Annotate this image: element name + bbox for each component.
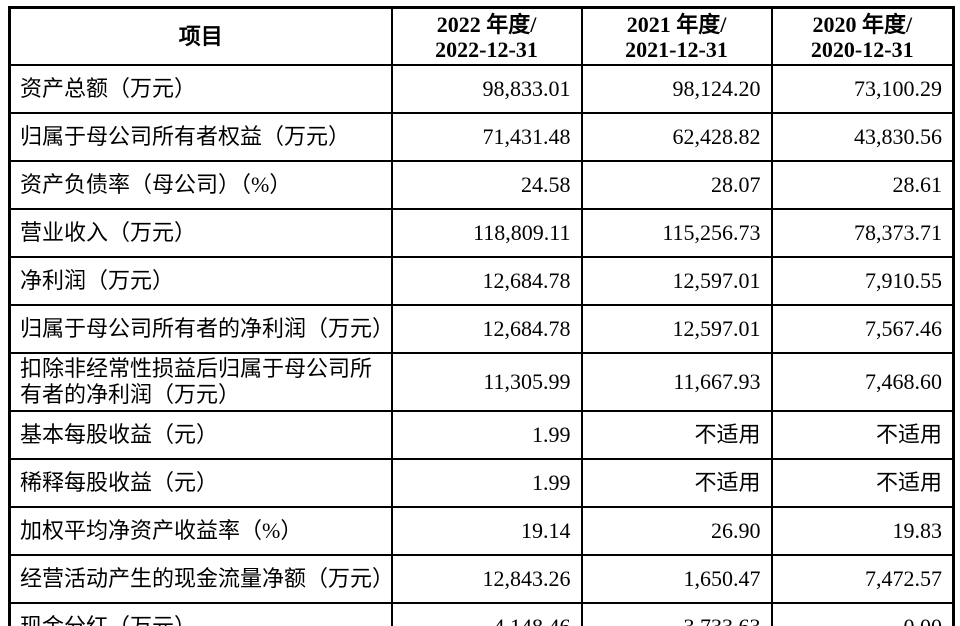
row-value: 0.00 (770, 602, 955, 626)
row-label: 基本每股收益（元） (8, 410, 393, 460)
row-value: 19.14 (390, 506, 583, 556)
table-row: 稀释每股收益（元） 1.99 不适用 不适用 (8, 458, 955, 508)
header-item-column: 项目 (8, 6, 393, 66)
header-column-2021: 2021 年度/ 2021-12-31 (580, 6, 773, 66)
row-value: 73,100.29 (770, 64, 955, 114)
row-value: 12,684.78 (390, 256, 583, 306)
header-column-2022: 2022 年度/ 2022-12-31 (390, 6, 583, 66)
table-row: 营业收入（万元） 118,809.11 115,256.73 78,373.71 (8, 208, 955, 258)
row-value: 43,830.56 (770, 112, 955, 162)
row-label: 经营活动产生的现金流量净额（万元） (8, 554, 393, 604)
row-value: 3,733.63 (580, 602, 773, 626)
table-row: 资产总额（万元） 98,833.01 98,124.20 73,100.29 (8, 64, 955, 114)
table-row: 扣除非经常性损益后归属于母公司所有者的净利润（万元） 11,305.99 11,66… (8, 352, 955, 412)
header-row: 项目 2022 年度/ 2022-12-31 2021 年度/ 2021-12-… (8, 6, 955, 66)
table-row: 基本每股收益（元） 1.99 不适用 不适用 (8, 410, 955, 460)
row-value: 26.90 (580, 506, 773, 556)
table-header: 项目 2022 年度/ 2022-12-31 2021 年度/ 2021-12-… (8, 6, 955, 66)
table-row: 加权平均净资产收益率（%） 19.14 26.90 19.83 (8, 506, 955, 556)
header-period-label: 2020 年度/ (812, 11, 913, 37)
row-value: 1,650.47 (580, 554, 773, 604)
row-value: 28.61 (770, 160, 955, 210)
table-row: 经营活动产生的现金流量净额（万元） 12,843.26 1,650.47 7,472.… (8, 554, 955, 604)
row-value: 7,567.46 (770, 304, 955, 354)
row-value: 11,305.99 (390, 352, 583, 412)
row-value: 98,124.20 (580, 64, 773, 114)
row-label: 净利润（万元） (8, 256, 393, 306)
row-value: 62,428.82 (580, 112, 773, 162)
row-value: 不适用 (770, 458, 955, 508)
header-period-label: 2021 年度/ (626, 11, 727, 37)
row-value: 7,468.60 (770, 352, 955, 412)
row-label: 现金分红（万元） (8, 602, 393, 626)
row-label: 归属于母公司所有者的净利润（万元） (8, 304, 393, 354)
row-value: 7,472.57 (770, 554, 955, 604)
row-label: 稀释每股收益（元） (8, 458, 393, 508)
table-body: 资产总额（万元） 98,833.01 98,124.20 73,100.29 归属于母公… (8, 64, 955, 626)
row-label: 营业收入（万元） (8, 208, 393, 258)
row-value: 11,667.93 (580, 352, 773, 412)
row-value: 19.83 (770, 506, 955, 556)
row-value: 24.58 (390, 160, 583, 210)
table-row: 归属于母公司所有者的净利润（万元） 12,684.78 12,597.01 7,567… (8, 304, 955, 354)
row-value: 不适用 (770, 410, 955, 460)
header-column-2020: 2020 年度/ 2020-12-31 (770, 6, 955, 66)
row-value: 12,597.01 (580, 256, 773, 306)
row-value: 不适用 (580, 410, 773, 460)
table-row: 归属于母公司所有者权益（万元） 71,431.48 62,428.82 43,830.… (8, 112, 955, 162)
row-value: 12,597.01 (580, 304, 773, 354)
table-row: 净利润（万元） 12,684.78 12,597.01 7,910.55 (8, 256, 955, 306)
row-label: 资产总额（万元） (8, 64, 393, 114)
row-value: 7,910.55 (770, 256, 955, 306)
row-value: 12,843.26 (390, 554, 583, 604)
row-value: 28.07 (580, 160, 773, 210)
row-value: 1.99 (390, 458, 583, 508)
table-row: 资产负债率（母公司）（%） 24.58 28.07 28.61 (8, 160, 955, 210)
header-date-label: 2021-12-31 (625, 36, 728, 62)
row-value: 115,256.73 (580, 208, 773, 258)
header-period-label: 2022 年度/ (436, 11, 537, 37)
row-label: 资产负债率（母公司）（%） (8, 160, 393, 210)
row-label: 加权平均净资产收益率（%） (8, 506, 393, 556)
row-value: 不适用 (580, 458, 773, 508)
row-label: 扣除非经常性损益后归属于母公司所有者的净利润（万元） (8, 352, 393, 412)
header-date-label: 2020-12-31 (810, 36, 914, 62)
row-value: 1.99 (390, 410, 583, 460)
row-value: 71,431.48 (390, 112, 583, 162)
row-value: 4,148.46 (390, 602, 583, 626)
row-value: 12,684.78 (390, 304, 583, 354)
row-value: 118,809.11 (390, 208, 583, 258)
row-label: 归属于母公司所有者权益（万元） (8, 112, 393, 162)
row-value: 98,833.01 (390, 64, 583, 114)
table-row: 现金分红（万元）4,148.463,733.630.00 (8, 602, 955, 626)
financial-summary-table: 项目 2022 年度/ 2022-12-31 2021 年度/ 2021-12-… (8, 6, 955, 626)
header-date-label: 2022-12-31 (435, 36, 538, 62)
row-value: 78,373.71 (770, 208, 955, 258)
